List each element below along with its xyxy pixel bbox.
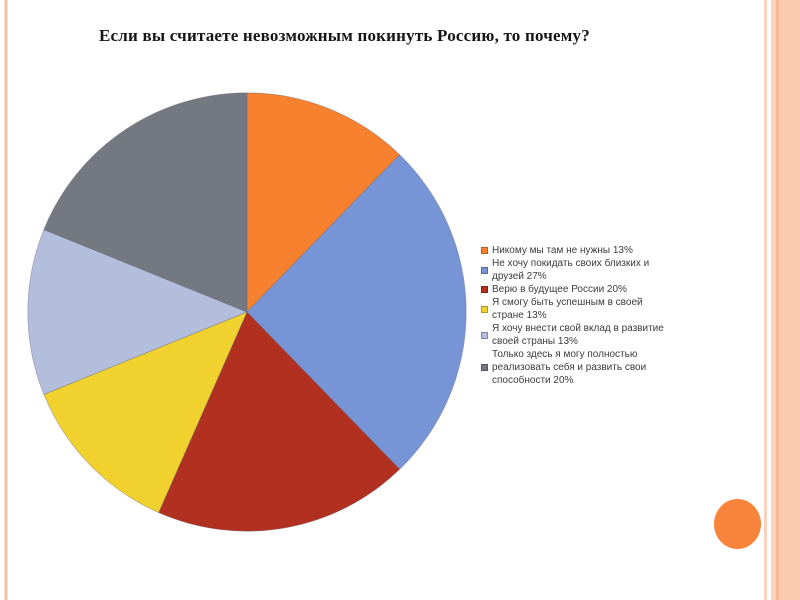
legend-swatch xyxy=(481,266,488,274)
legend-label: Только здесь я могу полностью реализоват… xyxy=(492,349,647,386)
legend-label: Не хочу покидать своих близких и друзей … xyxy=(492,258,650,282)
pie-slice-5 xyxy=(43,92,248,313)
right-accent-band xyxy=(771,0,800,600)
legend-item: Верю в будущее России 20% xyxy=(481,283,681,296)
legend-item: Я смогу быть успешным в своей стране 13% xyxy=(481,296,681,322)
chart-legend: Никому мы там не нужны 13% Не хочу покида… xyxy=(481,244,681,387)
pie-slice-1 xyxy=(246,154,467,470)
pie-slice-3 xyxy=(43,311,248,514)
pie-slice-2 xyxy=(158,311,401,532)
legend-swatch xyxy=(481,331,488,339)
pie-chart xyxy=(27,92,467,532)
legend-item: Не хочу покидать своих близких и друзей … xyxy=(481,257,681,283)
legend-swatch xyxy=(481,364,488,371)
right-accent-stripe xyxy=(764,0,767,600)
legend-item: Я хочу внести свой вклад в развитие свое… xyxy=(481,322,681,348)
legend-swatch xyxy=(481,286,488,293)
accent-circle xyxy=(714,499,761,549)
slide-title: Если вы считаете невозможным покинуть Ро… xyxy=(99,26,590,45)
legend-swatch xyxy=(481,247,488,254)
legend-swatch xyxy=(481,305,488,313)
pie-slice-0 xyxy=(246,92,401,313)
legend-label: Я хочу внести свой вклад в развитие свое… xyxy=(492,323,664,347)
legend-label: Никому мы там не нужны 13% xyxy=(492,245,633,256)
legend-item: Только здесь я могу полностью реализоват… xyxy=(481,348,681,387)
legend-item: Никому мы там не нужны 13% xyxy=(481,244,681,257)
legend-label: Верю в будущее России 20% xyxy=(492,284,627,295)
legend-label: Я смогу быть успешным в своей стране 13% xyxy=(492,297,643,321)
pie-slice-4 xyxy=(27,229,248,395)
left-accent-stripe xyxy=(4,0,8,600)
